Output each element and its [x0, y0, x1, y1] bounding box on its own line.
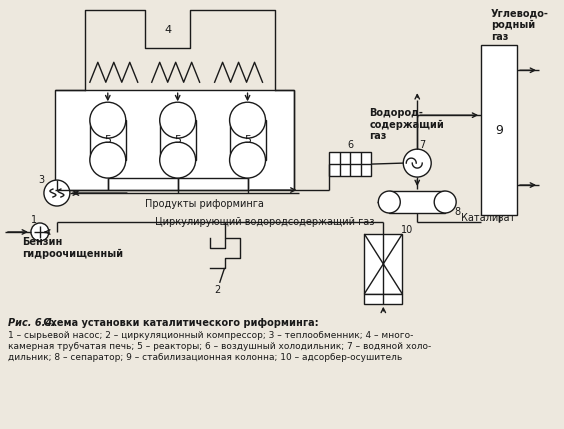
Ellipse shape: [160, 102, 196, 138]
Text: 1 – сырьевой насос; 2 – циркуляционный компрессор; 3 – теплообменник; 4 – много-: 1 – сырьевой насос; 2 – циркуляционный к…: [8, 331, 413, 340]
Text: Рис. 6.4.: Рис. 6.4.: [8, 318, 56, 328]
Ellipse shape: [90, 102, 126, 138]
Text: 10: 10: [401, 225, 413, 235]
Ellipse shape: [434, 191, 456, 213]
Text: 9: 9: [495, 124, 503, 137]
Text: 7: 7: [419, 140, 425, 150]
Text: 4: 4: [164, 25, 171, 35]
Ellipse shape: [230, 142, 266, 178]
Bar: [364, 294, 402, 304]
Text: 1: 1: [31, 215, 37, 225]
Text: Схема установки каталитического риформинга:: Схема установки каталитического риформин…: [40, 318, 319, 328]
Circle shape: [44, 180, 70, 206]
Bar: [160, 120, 196, 160]
Circle shape: [31, 223, 49, 241]
Bar: [364, 234, 402, 294]
Bar: [90, 120, 126, 160]
Text: 8: 8: [454, 207, 460, 217]
Text: 5: 5: [244, 135, 251, 145]
Text: дильник; 8 – сепаратор; 9 – стабилизационная колонна; 10 – адсорбер-осушитель: дильник; 8 – сепаратор; 9 – стабилизацио…: [8, 353, 402, 362]
Text: 5: 5: [104, 135, 111, 145]
Ellipse shape: [230, 102, 266, 138]
Ellipse shape: [90, 142, 126, 178]
Ellipse shape: [378, 191, 400, 213]
Circle shape: [403, 149, 431, 177]
Text: 3: 3: [38, 175, 44, 185]
Ellipse shape: [160, 142, 196, 178]
Text: Углеводо-
родный
газ: Углеводо- родный газ: [491, 9, 549, 42]
Bar: [230, 120, 266, 160]
Text: Катализат: Катализат: [461, 213, 515, 223]
Text: 2: 2: [214, 285, 221, 295]
Text: камерная трубчатая печь; 5 – реакторы; 6 – воздушный холодильник; 7 – водяной хо: камерная трубчатая печь; 5 – реакторы; 6…: [8, 342, 431, 351]
Text: Циркулирующий водородсодержащий газ: Циркулирующий водородсодержащий газ: [155, 217, 374, 227]
Text: Водород-
содержащий
газ: Водород- содержащий газ: [369, 108, 444, 142]
Text: Продукты риформинга: Продукты риформинга: [145, 199, 263, 209]
Bar: [55, 90, 294, 190]
Text: 5: 5: [174, 135, 181, 145]
Bar: [329, 152, 371, 176]
Text: Бензин
гидроочищенный: Бензин гидроочищенный: [22, 237, 123, 259]
Bar: [481, 45, 517, 215]
Text: 6: 6: [347, 140, 354, 150]
Bar: [389, 191, 445, 213]
